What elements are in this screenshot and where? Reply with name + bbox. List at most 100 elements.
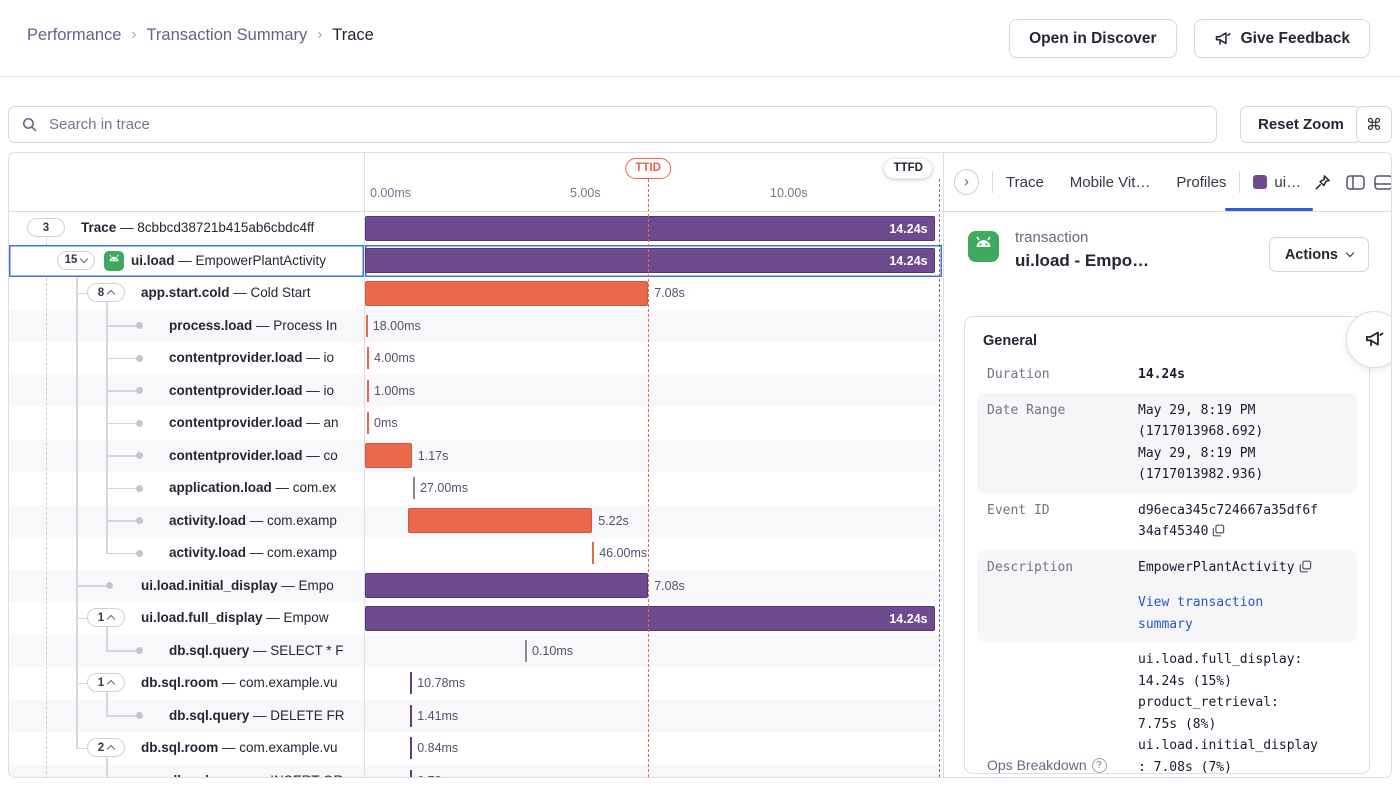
dock-left-icon[interactable] — [1346, 174, 1365, 191]
span-bar[interactable] — [365, 573, 649, 599]
breadcrumb-separator: › — [131, 26, 137, 43]
trace-row-name[interactable]: contentprovider.load — co — [9, 440, 364, 473]
search-input[interactable] — [47, 115, 1204, 134]
span-count-badge[interactable]: 8 — [87, 283, 125, 302]
field-label: Description — [987, 559, 1074, 575]
transaction-kind-label: transaction — [1015, 229, 1089, 246]
span-bar[interactable] — [525, 639, 527, 662]
span-count-badge[interactable]: 2 — [87, 738, 125, 757]
transaction-header: transaction ui.load - Empo… Actions — [968, 229, 1369, 272]
trace-row-name[interactable]: 1 ui.load.full_display — Empow — [9, 602, 364, 635]
tree-connector — [106, 757, 108, 777]
span-bar[interactable]: 14.24s — [365, 248, 935, 274]
trace-row-name[interactable]: contentprovider.load — an — [9, 407, 364, 440]
trace-row-name[interactable]: 3 Trace — 8cbbcd38721b415ab6cbdc4ff — [9, 212, 364, 245]
trace-row-name[interactable]: ui.load.initial_display — Empo — [9, 570, 364, 603]
span-bar[interactable] — [365, 314, 368, 337]
search-icon — [21, 116, 38, 133]
span-bar[interactable] — [365, 280, 649, 306]
trace-row-bar: 14.24s — [365, 212, 942, 245]
view-transaction-summary-link[interactable]: View transaction summary — [1138, 595, 1264, 632]
copy-icon[interactable] — [1299, 560, 1312, 573]
chevron-down-icon — [1345, 248, 1355, 258]
give-feedback-button[interactable]: Give Feedback — [1193, 19, 1370, 58]
span-duration-label: 7.08s — [654, 578, 685, 593]
span-bar[interactable]: 14.24s — [365, 215, 935, 241]
span-bar[interactable] — [410, 704, 413, 727]
row-stripe — [9, 602, 364, 635]
trace-row-name[interactable]: process.load — Process In — [9, 310, 364, 343]
give-feedback-label: Give Feedback — [1240, 29, 1350, 47]
dock-bottom-icon[interactable] — [1374, 174, 1391, 191]
tree-connector — [76, 269, 78, 749]
axis-tick-label: 5.00s — [570, 186, 601, 200]
span-bar[interactable] — [367, 412, 369, 434]
span-op: contentprovider.load — [169, 382, 303, 398]
span-op: activity.load — [169, 545, 247, 560]
span-count-badge[interactable]: 15 — [57, 250, 95, 270]
feedback-fab-button[interactable] — [1346, 311, 1391, 368]
trace-row-name[interactable]: db.sql.query — DELETE FR — [9, 700, 364, 733]
row-stripe — [9, 277, 364, 310]
span-bar[interactable] — [367, 379, 369, 402]
panel-tabbar: › Trace Mobile Vit… Profiles ui… — [944, 153, 1391, 211]
shortcut-command-button[interactable]: ⌘ — [1356, 106, 1392, 143]
span-bar[interactable] — [408, 508, 593, 534]
span-count-badge[interactable]: 1 — [87, 608, 125, 627]
tab-transaction-detail[interactable]: ui… — [1253, 174, 1301, 191]
expand-panel-button[interactable]: › — [954, 169, 979, 195]
span-bar[interactable] — [410, 672, 413, 694]
tab-profiles[interactable]: Profiles — [1176, 173, 1227, 191]
span-bar[interactable] — [592, 542, 595, 564]
span-bar[interactable] — [410, 737, 413, 759]
row-stripe — [9, 212, 364, 245]
divider — [1239, 171, 1241, 193]
open-in-discover-button[interactable]: Open in Discover — [1009, 19, 1177, 58]
trace-row-name[interactable]: 8 app.start.cold — Cold Start — [9, 277, 364, 310]
help-icon[interactable]: ? — [1091, 758, 1107, 773]
span-bar[interactable] — [413, 477, 415, 499]
span-description: Cold Start — [250, 285, 311, 300]
span-bar[interactable] — [410, 769, 413, 777]
pin-tab-icon[interactable] — [1314, 174, 1331, 191]
trace-row-name[interactable]: db.sql.query — INSERT OR — [9, 765, 364, 778]
span-duration-label: 14.24s — [889, 254, 928, 269]
span-bar[interactable] — [365, 443, 412, 469]
divider — [992, 171, 993, 193]
row-stripe — [9, 504, 364, 537]
tree-connector — [106, 692, 108, 716]
span-bar[interactable]: 14.24s — [365, 605, 935, 631]
breadcrumb-item-performance[interactable]: Performance — [27, 26, 122, 44]
tab-transaction-label: ui… — [1274, 173, 1302, 191]
trace-row-name[interactable]: 15 ui.load — EmpowerPlantActivity — [9, 245, 364, 278]
reset-zoom-button[interactable]: Reset Zoom — [1240, 106, 1362, 143]
span-duration-label: 0.10ms — [532, 643, 573, 658]
span-duration-label: 1.17s — [417, 448, 449, 463]
trace-row-name[interactable]: application.load — com.ex — [9, 472, 364, 505]
trace-row-name[interactable]: contentprovider.load — io — [9, 342, 364, 375]
row-stripe — [365, 374, 942, 407]
span-count-badge[interactable]: 1 — [87, 673, 125, 692]
tree-connector — [106, 455, 136, 457]
trace-row-name[interactable]: 1 db.sql.room — com.example.vu — [9, 667, 364, 700]
trace-row-name[interactable]: contentprovider.load — io — [9, 375, 364, 408]
tab-trace[interactable]: Trace — [1006, 173, 1044, 191]
copy-icon[interactable] — [1212, 524, 1225, 537]
trace-row-name[interactable]: 2 db.sql.room — com.example.vu — [9, 732, 364, 765]
chevron-up-icon — [106, 614, 116, 624]
trace-row-name[interactable]: activity.load — com.examp — [9, 537, 364, 570]
row-stripe — [365, 667, 942, 700]
active-tab-underline — [1225, 208, 1313, 211]
span-bar[interactable] — [367, 347, 369, 369]
actions-button[interactable]: Actions — [1268, 237, 1369, 272]
tree-connector — [76, 682, 87, 684]
span-count-badge[interactable]: 3 — [27, 218, 65, 237]
row-stripe — [9, 472, 364, 505]
tree-dot — [135, 387, 143, 395]
span-name-text: db.sql.query — SELECT * F — [169, 642, 344, 658]
trace-row-name[interactable]: db.sql.query — SELECT * F — [9, 635, 364, 668]
span-description: Empo — [298, 577, 334, 593]
trace-row-name[interactable]: activity.load — com.examp — [9, 505, 364, 538]
tab-mobile-vit-[interactable]: Mobile Vit… — [1069, 173, 1151, 191]
breadcrumb-item-transaction-summary[interactable]: Transaction Summary — [146, 26, 308, 44]
